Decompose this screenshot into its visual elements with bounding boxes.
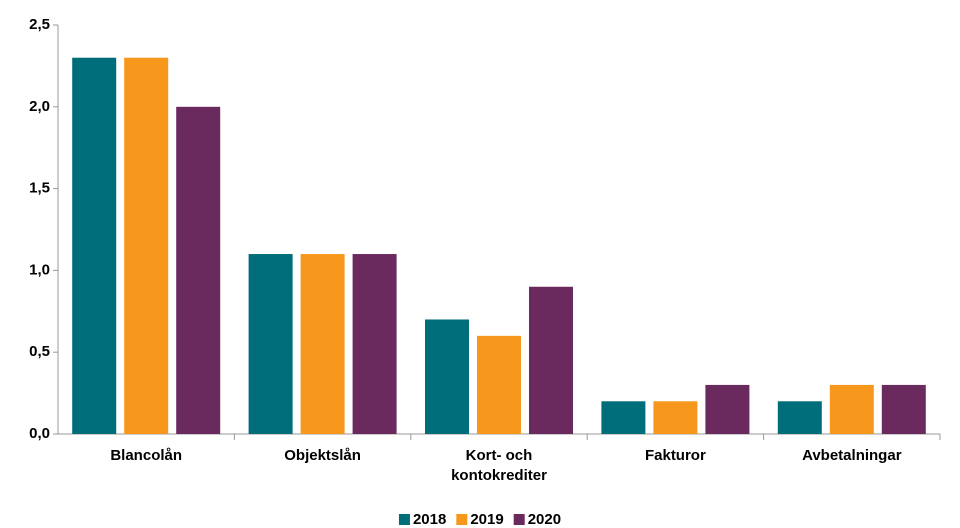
legend-swatch [456,514,468,525]
legend: 2018 2019 2020 [398,511,561,528]
legend-label: 2018 [413,511,446,528]
bar [248,254,293,434]
bar [529,286,573,434]
bar [176,106,221,435]
legend-label: 2020 [528,511,561,528]
bar [425,319,469,434]
y-tick-label: 2,5 [29,16,50,33]
x-tick-label: Kort- och kontokrediter [451,447,547,484]
legend-swatch [513,514,525,525]
y-tick-label: 0,0 [29,425,50,442]
bar [300,254,345,434]
x-tick-label: Objektslån [284,447,361,464]
legend-swatch [398,514,410,525]
bar [477,335,521,434]
bar [601,401,646,434]
x-tick-label: Fakturor [645,447,706,464]
bar [72,57,117,434]
legend-label: 2019 [470,511,503,528]
bar [653,401,698,434]
y-tick-label: 1,0 [29,261,50,278]
x-tick-label: Blancolån [110,447,182,464]
x-tick-label: Avbetalningar [802,447,902,464]
y-tick-label: 0,5 [29,343,50,360]
bar [124,57,169,434]
y-tick-label: 2,0 [29,98,50,115]
bar [352,254,397,434]
bar [705,384,750,434]
bar [777,401,822,434]
y-tick-label: 1,5 [29,180,50,197]
bar [829,384,874,434]
bar [881,384,926,434]
